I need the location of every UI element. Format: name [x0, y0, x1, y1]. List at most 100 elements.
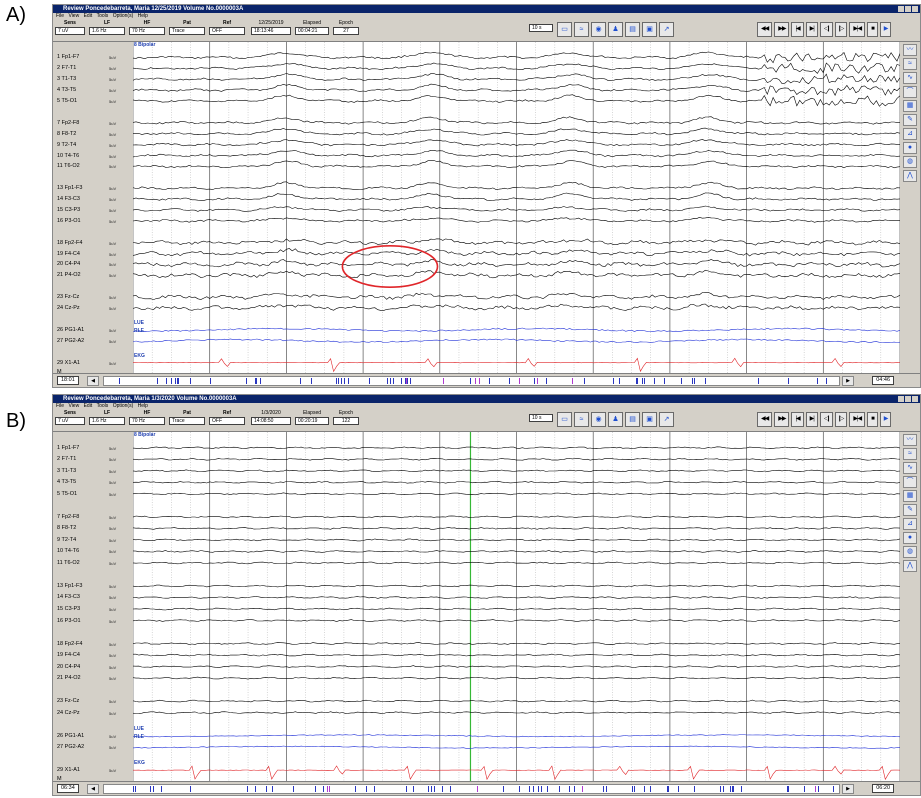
scroll-left-button[interactable]: ◀ — [87, 376, 99, 386]
page-back-icon[interactable]: ◁|| — [819, 22, 833, 37]
montage-icon[interactable]: ≈ — [574, 22, 589, 37]
menu-options[interactable]: Option(s) — [112, 13, 134, 19]
spike-icon[interactable]: ⋀ — [903, 560, 917, 572]
speed-control[interactable]: 10 s — [529, 414, 553, 422]
photo-icon[interactable]: ▣ — [642, 22, 657, 37]
marker-icon[interactable]: ⌒ — [903, 476, 917, 488]
globe-icon[interactable]: ◍ — [903, 546, 917, 558]
sens-control[interactable]: Sens 7 uV — [55, 20, 85, 35]
end-icon[interactable]: ▶|◀ — [849, 22, 866, 37]
menu-options[interactable]: Option(s) — [112, 403, 134, 409]
print-icon[interactable]: ▤ — [625, 22, 640, 37]
menu-view[interactable]: View — [68, 13, 80, 19]
color-icon[interactable]: ● — [903, 142, 917, 154]
menu-tools[interactable]: Tools — [96, 403, 109, 409]
step-forward-icon[interactable]: ▶| — [805, 412, 818, 427]
spike-icon[interactable]: ⋀ — [903, 170, 917, 182]
hf-control[interactable]: HF 70 Hz — [129, 410, 165, 425]
scroll-right-button[interactable]: ▶ — [842, 784, 854, 794]
pat-control[interactable]: Pat Trace — [169, 410, 205, 425]
step-back-icon[interactable]: |◀ — [791, 412, 804, 427]
rewind-icon[interactable]: ◀◀ — [757, 22, 773, 37]
fast-forward-icon[interactable]: ▶▶ — [774, 22, 790, 37]
rewind-icon[interactable]: ◀◀ — [757, 412, 773, 427]
lf-select[interactable]: 1.6 Hz — [89, 417, 125, 425]
speed-select[interactable]: 10 s — [529, 24, 553, 32]
hf-select[interactable]: 70 Hz — [129, 27, 165, 35]
step-back-icon[interactable]: |◀ — [791, 22, 804, 37]
hf-control[interactable]: HF 70 Hz — [129, 20, 165, 35]
export-icon[interactable]: ↗ — [659, 22, 674, 37]
montage-icon[interactable]: ≈ — [903, 58, 917, 70]
pat-select[interactable]: Trace — [169, 27, 205, 35]
folder-icon[interactable]: ▭ — [557, 22, 572, 37]
sens-control[interactable]: Sens 7 uV — [55, 410, 85, 425]
pat-select[interactable]: Trace — [169, 417, 205, 425]
pat-control[interactable]: Pat Trace — [169, 20, 205, 35]
page-back-icon[interactable]: ◁|| — [819, 412, 833, 427]
waveform-icon[interactable]: 〰 — [903, 434, 917, 446]
montage-icon[interactable]: ≈ — [574, 412, 589, 427]
person-icon[interactable]: ♟ — [608, 22, 623, 37]
maximize-button[interactable] — [905, 396, 911, 402]
video-icon[interactable]: ◉ — [591, 22, 606, 37]
eeg-trace-area-a[interactable]: 8 Bipolar LUE RLE EKG — [133, 42, 900, 374]
measure-icon[interactable]: ⊿ — [903, 518, 917, 530]
photo-icon[interactable]: ▣ — [642, 412, 657, 427]
menu-help[interactable]: Help — [137, 403, 148, 409]
lf-control[interactable]: LF 1.6 Hz — [89, 20, 125, 35]
end-icon[interactable]: ▶|◀ — [849, 412, 866, 427]
person-icon[interactable]: ♟ — [608, 412, 623, 427]
measure-icon[interactable]: ⊿ — [903, 128, 917, 140]
page-forward-icon[interactable]: ||▷ — [834, 412, 848, 427]
close-button[interactable] — [912, 396, 918, 402]
speed-select[interactable]: 10 s — [529, 414, 553, 422]
menu-help[interactable]: Help — [137, 13, 148, 19]
play-icon[interactable]: ▶ — [879, 22, 892, 37]
lf-select[interactable]: 1.6 Hz — [89, 27, 125, 35]
maximize-button[interactable] — [905, 6, 911, 12]
timeline-scrollbar[interactable] — [103, 376, 840, 386]
timeline-scrollbar[interactable] — [103, 784, 840, 794]
eeg-trace-area-b[interactable]: 8 Bipolar LUE RLE EKG — [133, 432, 900, 782]
play-icon[interactable]: ▶ — [879, 412, 892, 427]
print-icon[interactable]: ▤ — [625, 412, 640, 427]
filter-icon[interactable]: ∿ — [903, 72, 917, 84]
folder-icon[interactable]: ▭ — [557, 412, 572, 427]
hf-select[interactable]: 70 Hz — [129, 417, 165, 425]
grid-icon[interactable]: ▦ — [903, 490, 917, 502]
ref-select[interactable]: OFF — [209, 417, 245, 425]
speed-control[interactable]: 10 s — [529, 24, 553, 32]
export-icon[interactable]: ↗ — [659, 412, 674, 427]
waveform-icon[interactable]: 〰 — [903, 44, 917, 56]
scroll-left-button[interactable]: ◀ — [87, 784, 99, 794]
menu-file[interactable]: File — [56, 13, 65, 19]
marker-icon[interactable]: ⌒ — [903, 86, 917, 98]
montage-icon[interactable]: ≈ — [903, 448, 917, 460]
globe-icon[interactable]: ◍ — [903, 156, 917, 168]
menu-tools[interactable]: Tools — [96, 13, 109, 19]
menu-edit[interactable]: Edit — [83, 403, 93, 409]
fast-forward-icon[interactable]: ▶▶ — [774, 412, 790, 427]
filter-icon[interactable]: ∿ — [903, 462, 917, 474]
page-forward-icon[interactable]: ||▷ — [834, 22, 848, 37]
pencil-icon[interactable]: ✎ — [903, 504, 917, 516]
menu-edit[interactable]: Edit — [83, 13, 93, 19]
ref-select[interactable]: OFF — [209, 27, 245, 35]
sens-select[interactable]: 7 uV — [55, 27, 85, 35]
menu-view[interactable]: View — [68, 403, 80, 409]
stop-icon[interactable]: ■ — [867, 412, 878, 427]
grid-icon[interactable]: ▦ — [903, 100, 917, 112]
color-icon[interactable]: ● — [903, 532, 917, 544]
ref-control[interactable]: Ref OFF — [209, 410, 245, 425]
lf-control[interactable]: LF 1.6 Hz — [89, 410, 125, 425]
sens-select[interactable]: 7 uV — [55, 417, 85, 425]
menu-file[interactable]: File — [56, 403, 65, 409]
close-button[interactable] — [912, 6, 918, 12]
minimize-button[interactable] — [898, 6, 904, 12]
step-forward-icon[interactable]: ▶| — [805, 22, 818, 37]
video-icon[interactable]: ◉ — [591, 412, 606, 427]
scroll-right-button[interactable]: ▶ — [842, 376, 854, 386]
ref-control[interactable]: Ref OFF — [209, 20, 245, 35]
minimize-button[interactable] — [898, 396, 904, 402]
